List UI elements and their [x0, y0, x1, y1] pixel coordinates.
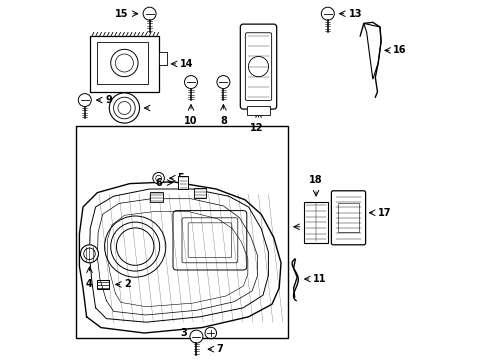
Polygon shape	[364, 23, 381, 79]
Bar	[90, 36, 159, 92]
Text: 3: 3	[181, 328, 187, 338]
Text: 5: 5	[178, 173, 184, 183]
Circle shape	[185, 76, 197, 89]
Circle shape	[153, 172, 164, 184]
Bar	[178, 176, 189, 189]
Text: 6: 6	[155, 177, 162, 188]
Text: 14: 14	[180, 59, 194, 69]
Text: 10: 10	[184, 116, 198, 126]
Text: 11: 11	[314, 274, 327, 284]
Text: 12: 12	[250, 123, 264, 134]
Text: 2: 2	[124, 279, 131, 289]
Circle shape	[321, 7, 334, 20]
Text: 8: 8	[220, 116, 227, 126]
Circle shape	[109, 93, 140, 123]
Text: 7: 7	[216, 344, 223, 354]
Bar	[194, 188, 206, 198]
Circle shape	[190, 330, 203, 343]
FancyBboxPatch shape	[240, 24, 277, 109]
Bar	[159, 52, 167, 65]
Circle shape	[143, 7, 156, 20]
Text: 9: 9	[106, 95, 112, 105]
Text: 15: 15	[115, 9, 129, 19]
Circle shape	[217, 76, 230, 89]
Circle shape	[80, 245, 98, 263]
FancyBboxPatch shape	[331, 191, 366, 245]
Text: 1: 1	[304, 222, 311, 232]
Bar	[150, 192, 163, 202]
Bar	[247, 106, 270, 115]
Circle shape	[78, 94, 91, 107]
Text: 17: 17	[377, 208, 391, 218]
Bar	[97, 280, 109, 289]
Text: 4: 4	[86, 279, 93, 289]
Text: 13: 13	[349, 9, 362, 19]
Bar	[304, 202, 328, 243]
Bar	[76, 126, 288, 338]
Text: 16: 16	[393, 45, 407, 55]
Text: 18: 18	[309, 175, 323, 185]
Bar	[98, 42, 148, 84]
